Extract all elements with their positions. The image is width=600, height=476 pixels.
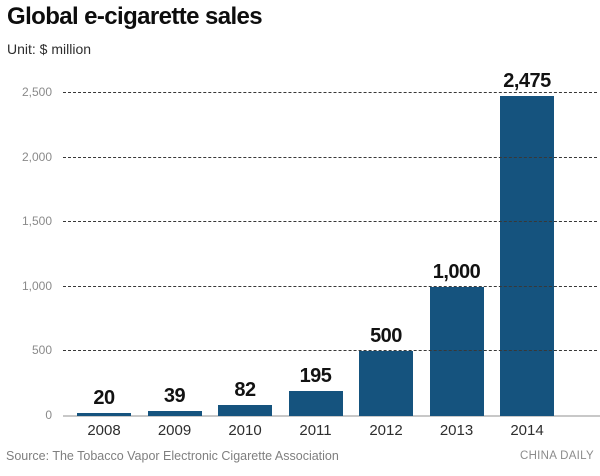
gridline [63, 156, 597, 158]
bar-value-label: 20 [93, 387, 115, 409]
source-note: Source: The Tobacco Vapor Electronic Cig… [6, 449, 339, 463]
chart-title: Global e-cigarette sales [7, 3, 263, 30]
y-tick-label: 0 [45, 408, 52, 422]
bar-value-label: 500 [370, 325, 402, 347]
bar-value-label: 39 [163, 385, 186, 407]
bar-value-label: 1,000 [432, 261, 481, 283]
bar-2008 [77, 413, 131, 416]
x-tick-label: 2012 [369, 422, 403, 439]
x-tick-label: 2009 [157, 422, 192, 439]
gridline [63, 350, 597, 352]
y-tick-label: 1,000 [21, 278, 52, 293]
bar-2012 [359, 351, 413, 416]
bar-value-label: 82 [234, 379, 256, 401]
bar-2011 [288, 391, 343, 416]
unit-label: Unit: $ million [7, 41, 92, 57]
publisher-credit: CHINA DAILY [519, 450, 594, 462]
y-tick-label: 2,500 [21, 85, 52, 99]
bar-value-label: 195 [299, 365, 332, 387]
x-tick-label: 2014 [510, 422, 544, 439]
bar-2013 [429, 287, 484, 416]
y-tick-label: 500 [31, 343, 52, 358]
gridline [63, 221, 597, 223]
y-tick-label: 2,000 [21, 149, 52, 164]
x-tick-label: 2008 [87, 422, 121, 439]
x-tick-label: 2010 [228, 422, 262, 439]
x-tick-label: 2011 [299, 422, 332, 439]
bar-value-label: 2,475 [503, 70, 551, 92]
bar-2009 [147, 411, 202, 416]
bar-2014 [500, 96, 554, 416]
x-axis-baseline [63, 415, 600, 417]
bar-2010 [218, 405, 272, 416]
y-tick-label: 1,500 [21, 214, 52, 229]
gridline [63, 285, 597, 287]
gridline [63, 92, 597, 93]
x-tick-label: 2013 [439, 422, 474, 439]
